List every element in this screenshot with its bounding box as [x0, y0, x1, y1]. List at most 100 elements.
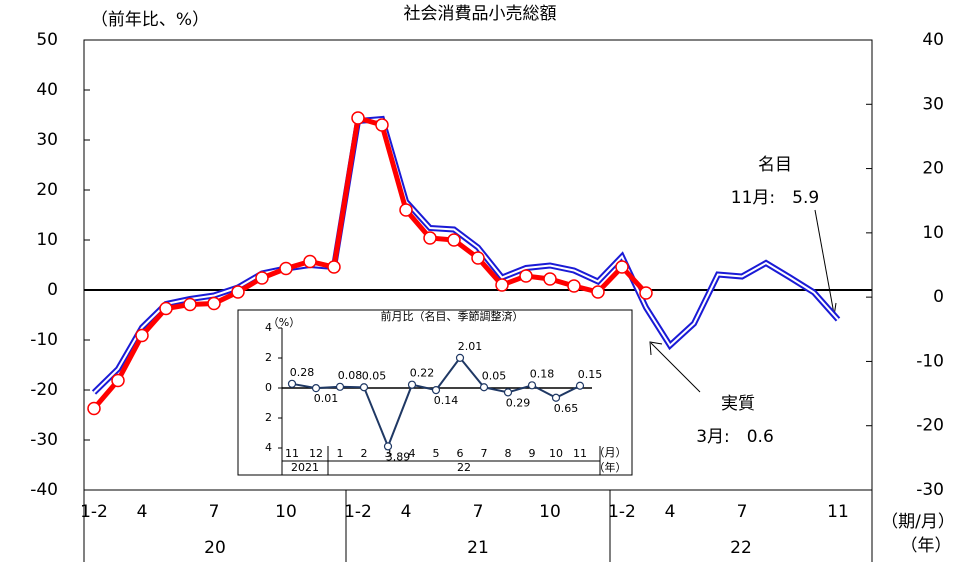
x-group-label: 21 [467, 538, 489, 558]
inset-y-tick-label: 4 [265, 441, 272, 454]
series-marker [279, 261, 293, 276]
series-marker [207, 296, 221, 311]
annotation: 名目 [758, 155, 792, 175]
inset-value-label: 0.15 [578, 368, 603, 381]
annotation-arrow [650, 342, 701, 393]
inset-marker [527, 381, 537, 390]
x-axis-label: （期/月） [881, 512, 955, 532]
inset-value-label: 0.28 [290, 366, 315, 379]
annotation: 11月: 5.9 [731, 188, 819, 208]
inset-value-label: 3.89 [386, 450, 411, 463]
inset-x-tick-label: 2 [361, 447, 368, 460]
inset-marker [287, 379, 297, 388]
series-marker [615, 260, 629, 274]
series-marker [543, 272, 557, 286]
inset-marker [575, 381, 585, 390]
inset-value-label: 0.22 [410, 367, 435, 380]
inset-y-tick-label: 4 [265, 321, 272, 334]
inset-value-label: 2.01 [458, 340, 483, 353]
series-marker [567, 279, 581, 293]
y2-tick-label: 20 [922, 159, 944, 179]
inset-marker [335, 382, 345, 391]
series-marker [327, 260, 341, 274]
inset-x-tick-label: 5 [433, 447, 440, 460]
series-marker [519, 269, 533, 283]
arrow-head [649, 341, 663, 356]
series-marker [471, 251, 485, 265]
y2-tick-label: 10 [922, 223, 944, 243]
inset-marker [407, 380, 417, 389]
inset-y-tick-label: 0 [265, 381, 272, 394]
y-tick-label: -30 [30, 430, 58, 450]
y2-tick-label: 40 [922, 30, 944, 50]
series-marker [399, 203, 413, 217]
inset-x-group-label: （年） [594, 460, 627, 474]
x-tick-label: 10 [539, 502, 561, 522]
annotation: 3月: 0.6 [696, 427, 774, 447]
series-marker [447, 233, 461, 247]
annotation-arrow [814, 209, 835, 315]
inset-marker [383, 442, 393, 451]
x-tick-label: 4 [137, 502, 148, 522]
series-marker [183, 297, 197, 312]
plot-frame [83, 39, 873, 491]
y-tick-label: 0 [47, 280, 58, 300]
x-group-label: 20 [204, 538, 226, 558]
inset-x-tick-label: 11 [285, 447, 299, 460]
inset-value-label: 0.65 [554, 402, 579, 415]
series-line-inner [93, 117, 839, 394]
y-tick-label: 20 [36, 180, 58, 200]
inset-marker [479, 383, 489, 392]
inset-marker [455, 353, 465, 362]
x-group-label: （年） [901, 536, 952, 556]
main-chart: 社会消費品小売総額 （前年比、%） （期/月） （年） 名目 11月: 5.9 … [30, 4, 955, 562]
y-tick-label: 40 [36, 80, 58, 100]
x-tick-label: 7 [737, 502, 748, 522]
inset-marker [311, 384, 321, 393]
x-tick-label: 7 [473, 502, 484, 522]
inset-x-tick-label: 3 [385, 447, 392, 460]
x-tick-label: 4 [665, 502, 676, 522]
x-tick-label: 7 [209, 502, 220, 522]
series-marker [255, 271, 269, 285]
inset-x-tick-label: 7 [481, 447, 488, 460]
annotation: 実質 [721, 394, 755, 414]
series-marker [303, 254, 317, 269]
x-tick-label: 4 [401, 502, 412, 522]
inset-value-label: 0.05 [362, 369, 387, 382]
series-marker [135, 328, 149, 343]
inset-x-tick-label: 11 [573, 447, 587, 460]
inset-x-tick-label: 10 [549, 447, 563, 460]
x-tick-label: 11 [827, 502, 849, 522]
chart-title: 社会消費品小売総額 [404, 4, 557, 24]
inset-x-label: （月） [594, 446, 627, 459]
y-tick-label: -10 [30, 330, 58, 350]
series-marker [591, 285, 605, 299]
inset-y-tick-label: 2 [265, 411, 272, 424]
series-marker [495, 278, 509, 292]
inset-x-group-label: 22 [457, 461, 471, 474]
y2-tick-label: -30 [916, 480, 944, 500]
inset-x-tick-label: 1 [337, 447, 344, 460]
y2-tick-label: 30 [922, 94, 944, 114]
inset-x-group-label: 2021 [291, 461, 319, 474]
y2-tick-label: -20 [916, 416, 944, 436]
y-axis-label: （前年比、%） [91, 10, 209, 30]
series-marker [423, 231, 437, 245]
series-marker [159, 301, 173, 316]
series-marker [639, 286, 653, 300]
y-tick-label: -40 [30, 480, 58, 500]
inset-y-tick-label: 2 [265, 351, 272, 364]
inset-y-label: （%） [268, 316, 300, 329]
x-tick-label: 1-2 [608, 502, 636, 522]
inset-value-label: 0.14 [434, 394, 459, 407]
inset-marker [503, 388, 513, 397]
series-marker [87, 401, 101, 416]
y-tick-label: 10 [36, 230, 58, 250]
y-tick-label: 50 [36, 30, 58, 50]
x-tick-label: 10 [275, 502, 297, 522]
y2-tick-label: -10 [916, 351, 944, 371]
inset-value-label: 0.08 [338, 369, 363, 382]
